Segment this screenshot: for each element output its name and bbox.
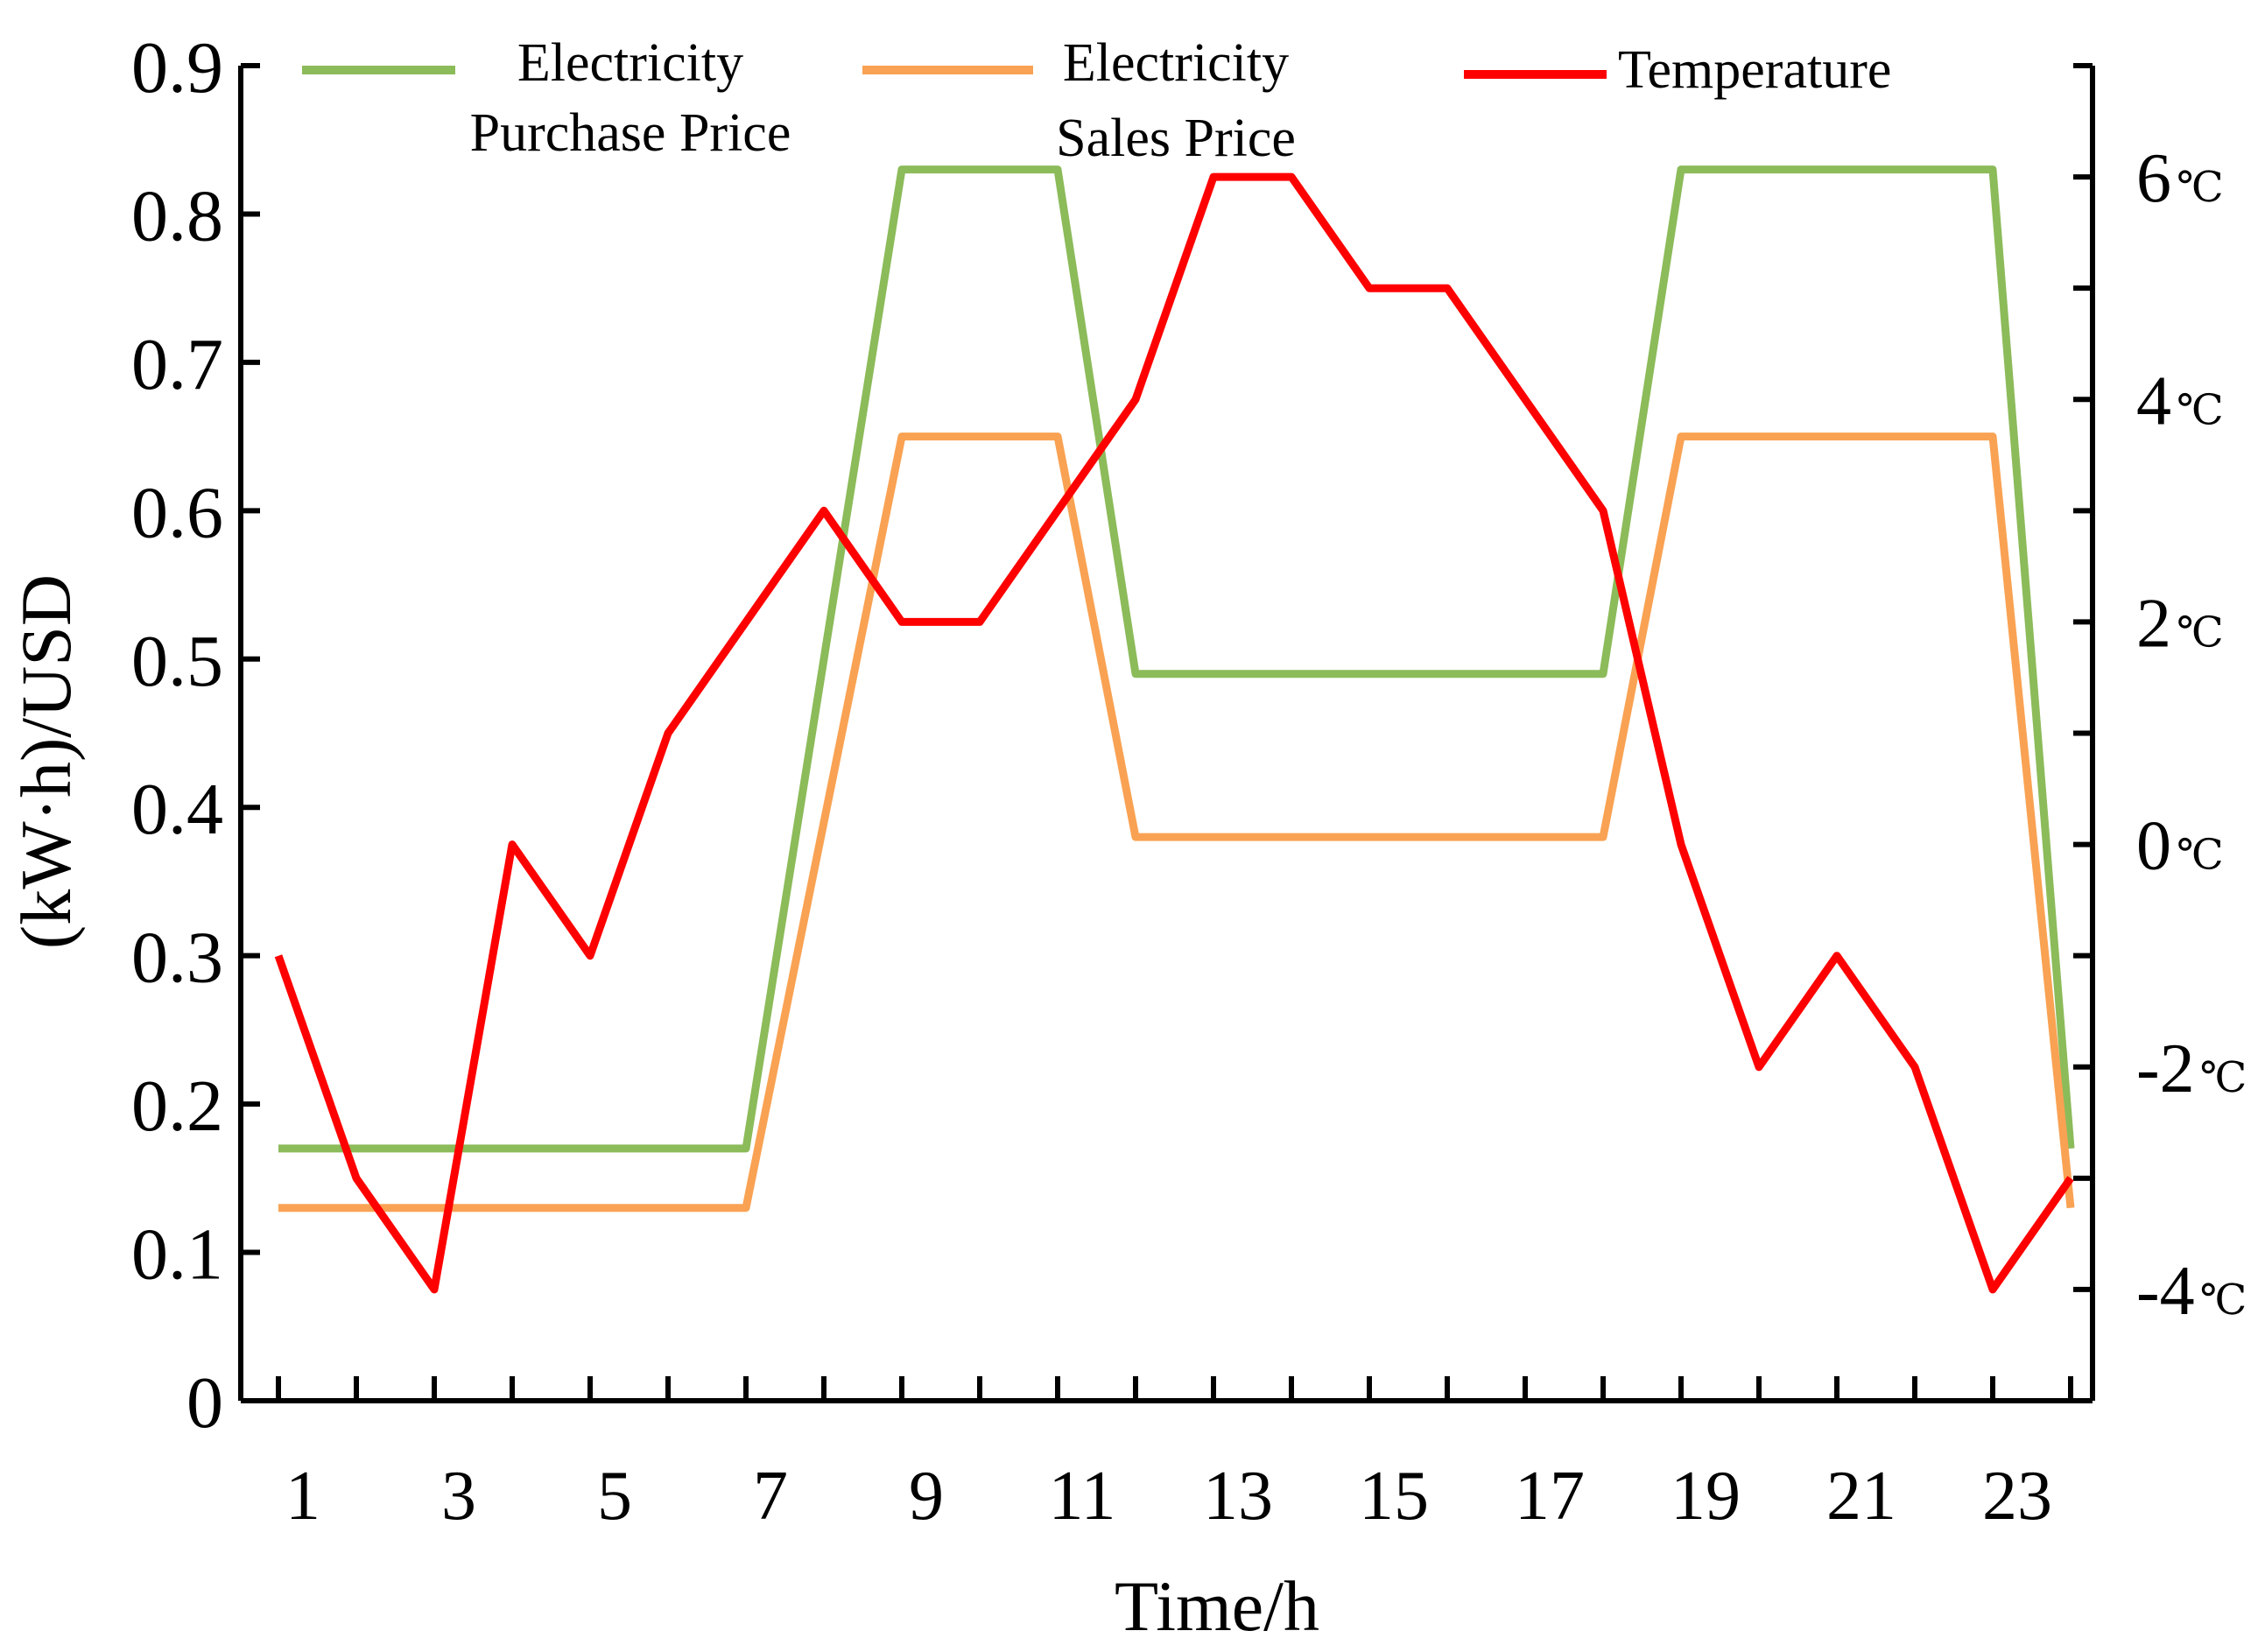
y2-tick-label: 6 ℃ — [2136, 140, 2224, 217]
x-tick-label: 19 — [1671, 1458, 1741, 1535]
series-line-temperature — [274, 172, 2074, 1294]
legend: Electricity Purchase Price Electricity Sale… — [302, 33, 1891, 168]
y-tick-label: 0.3 — [131, 917, 223, 999]
x-tick-label: 11 — [1048, 1458, 1115, 1535]
x-tick-label: 5 — [597, 1458, 632, 1535]
y-tick-label: 0.5 — [131, 621, 223, 702]
y2-tick-label: 4 ℃ — [2136, 362, 2224, 439]
series-line-electricity-purchase-price — [278, 165, 2075, 1153]
y-tick-label: 0.9 — [131, 27, 223, 109]
legend-label: Electricity — [517, 33, 743, 93]
y-tick-label: 0.6 — [131, 472, 223, 553]
x-tick-label: 1 — [285, 1458, 320, 1535]
legend-label: Temperature — [1618, 40, 1891, 100]
y-tick-label: 0.1 — [131, 1214, 223, 1296]
y2-tick-label: 0 ℃ — [2136, 808, 2224, 885]
x-tick-label: 13 — [1203, 1458, 1273, 1535]
legend-label: Electricity — [1063, 33, 1289, 93]
x-tick-label: 15 — [1359, 1458, 1429, 1535]
x-tick-label: 17 — [1515, 1458, 1585, 1535]
x-tick-label: 21 — [1826, 1458, 1896, 1535]
y2-tick-label: -2 ℃ — [2136, 1030, 2247, 1107]
y2-tick-label: 2 ℃ — [2136, 585, 2224, 662]
y-tick-label: 0.2 — [131, 1065, 223, 1147]
y-tick-label: 0.7 — [131, 324, 223, 405]
axes-layer: 0 0.1 0.2 0.3 0.4 0.5 0.6 0.7 0.8 0.9 -4 ℃ -2 ℃ 0 ℃ 2 ℃ 4 ℃… — [131, 27, 2247, 1535]
x-tick-label: 3 — [441, 1458, 476, 1535]
y-tick-label: 0.8 — [131, 175, 223, 257]
series-layer — [274, 165, 2075, 1294]
y2-tick-label: -4 ℃ — [2136, 1253, 2247, 1330]
legend-label: Purchase Price — [470, 103, 791, 163]
legend-item: Electricity Purchase Price — [302, 33, 791, 163]
y-axis-title: (kW·h)/USD — [6, 574, 86, 949]
y-tick-label: 0 — [186, 1362, 223, 1444]
legend-item: Temperature — [1464, 40, 1891, 100]
x-tick-label: 9 — [909, 1458, 944, 1535]
legend-item: Electricity Sales Price — [862, 33, 1296, 168]
series-line-electricity-sales-price — [278, 432, 2075, 1213]
legend-label: Sales Price — [1056, 109, 1296, 168]
x-tick-label: 23 — [1982, 1458, 2052, 1535]
y-tick-label: 0.4 — [131, 769, 223, 850]
x-tick-label: 7 — [753, 1458, 788, 1535]
x-axis-title: Time/h — [1115, 1566, 1319, 1646]
